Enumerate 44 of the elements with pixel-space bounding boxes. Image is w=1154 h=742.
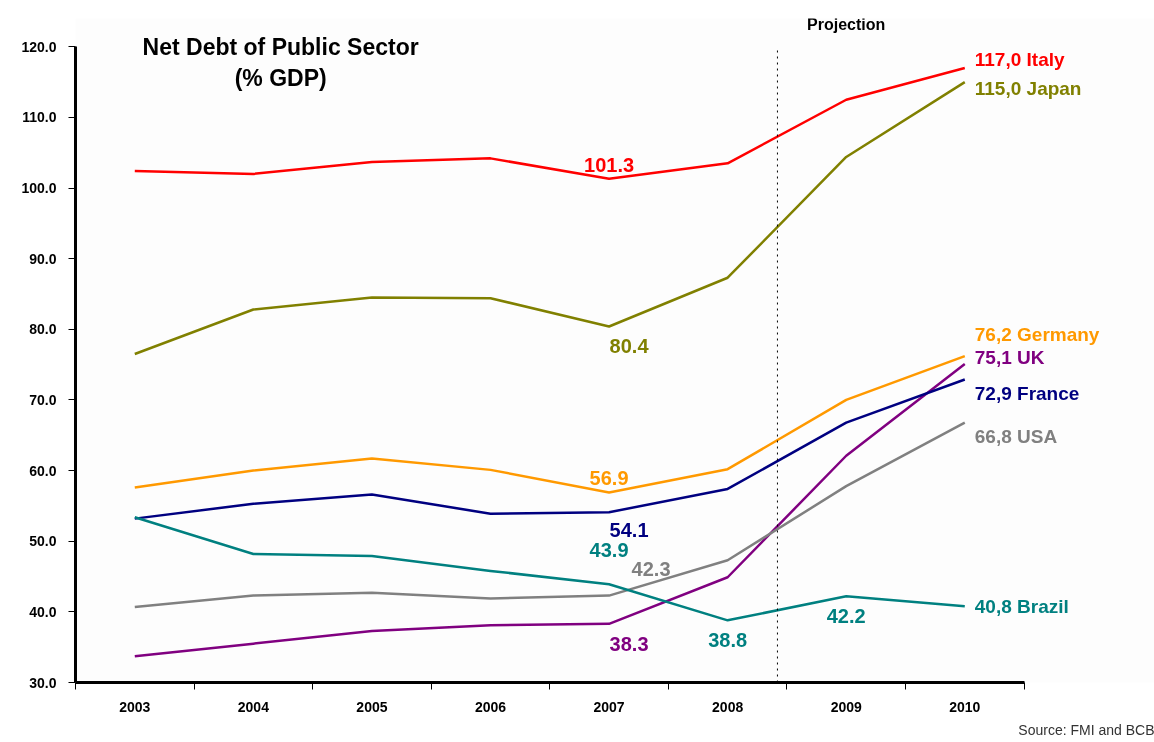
x-tick-label: 2008	[712, 698, 744, 715]
chart-title: Net Debt of Public Sector	[142, 33, 419, 60]
text: 40,8 Brazil	[974, 595, 1069, 617]
data-label: 80.4	[609, 335, 650, 358]
x-tick-label: 2009	[830, 698, 862, 715]
data-label: 38.3	[609, 632, 649, 655]
x-tick-label: 2010	[949, 698, 981, 715]
line-series	[133, 66, 967, 181]
line-series	[133, 354, 967, 494]
data-label: 54.1	[609, 519, 649, 542]
y-tick-label: 120.0	[21, 38, 57, 55]
text: (% GDP)	[234, 64, 327, 91]
data-label: 42.3	[631, 557, 671, 580]
line-series	[133, 362, 967, 658]
y-tick-label: 70.0	[29, 391, 57, 408]
data-label: 42.2	[826, 605, 866, 628]
text: 72,9 France	[974, 382, 1080, 404]
text: 117,0 Italy	[974, 49, 1065, 71]
y-tick-label: 100.0	[21, 180, 57, 197]
x-tick-label: 2006	[474, 698, 507, 715]
text: 76,2 Germany	[974, 323, 1100, 345]
y-tick-label: 60.0	[29, 462, 57, 479]
line-series	[133, 378, 967, 520]
x-tick-label: 2003	[119, 698, 151, 715]
line-series	[133, 515, 967, 622]
data-label: 101.3	[584, 153, 635, 176]
text: 115,0 Japan	[974, 77, 1082, 99]
y-tick-label: 90.0	[29, 250, 57, 267]
data-label: 56.9	[589, 467, 629, 490]
source-note: Source: FMI and BCB	[1018, 721, 1154, 738]
data-label: 38.8	[708, 629, 748, 652]
x-tick-label: 2004	[237, 698, 270, 715]
y-tick-label: 110.0	[22, 109, 57, 126]
data-label: 43.9	[589, 539, 629, 562]
y-tick-label: 80.0	[29, 321, 57, 338]
text: 75,1 UK	[974, 347, 1045, 369]
line-series	[133, 421, 967, 609]
text: 66,8 USA	[974, 426, 1058, 448]
y-tick-label: 40.0	[29, 603, 57, 620]
x-tick-label: 2007	[593, 698, 625, 715]
ref-line-label: Projection	[807, 16, 886, 34]
y-tick-label: 50.0	[29, 533, 57, 550]
y-tick-label: 30.0	[29, 674, 57, 691]
x-tick-label: 2005	[356, 698, 388, 715]
